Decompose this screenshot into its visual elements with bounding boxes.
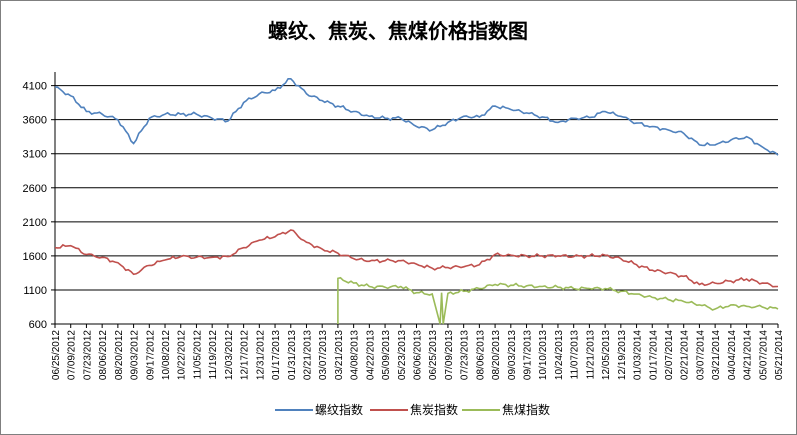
x-tick-label: 12/05/2013: [601, 330, 612, 380]
y-tick-label: 3100: [23, 149, 47, 161]
x-tick-label: 10/22/2012: [177, 330, 188, 380]
axes: [54, 72, 778, 325]
x-tick-label: 11/21/2013: [585, 330, 596, 380]
y-tick-label: 600: [29, 319, 47, 331]
x-tick-label: 01/31/2013: [287, 330, 298, 380]
x-tick-label: 08/06/2012: [98, 330, 109, 380]
x-tick-label: 05/23/2013: [397, 330, 408, 380]
y-axis-ticks: 4100 3600 3100 2600 2100 1600 1100 600: [23, 81, 55, 331]
x-tick-label: 08/06/2013: [475, 330, 486, 380]
x-tick-label: 09/17/2012: [145, 330, 156, 380]
legend-label: 焦炭指数: [410, 402, 458, 417]
gridlines: [55, 85, 778, 325]
y-tick-label: 1600: [23, 251, 47, 263]
x-tick-label: 12/03/2012: [224, 330, 235, 380]
x-tick-label: 03/07/2014: [695, 330, 706, 380]
x-tick-label: 10/10/2013: [538, 330, 549, 380]
x-tick-label: 05/21/2014: [774, 330, 785, 380]
x-tick-label: 06/25/2012: [51, 330, 62, 380]
series-line: [54, 78, 779, 156]
x-tick-label: 01/17/2013: [271, 330, 282, 380]
x-tick-label: 02/21/2014: [680, 330, 691, 380]
chart-title: 螺纹、焦炭、焦煤价格指数图: [268, 19, 528, 43]
y-tick-label: 1100: [23, 285, 47, 297]
x-tick-label: 04/04/2014: [727, 330, 738, 380]
x-tick-label: 06/25/2013: [428, 330, 439, 380]
x-tick-label: 03/21/2013: [334, 330, 345, 380]
x-tick-label: 09/03/2012: [130, 330, 141, 380]
series-lines: [54, 78, 779, 325]
y-tick-label: 2100: [23, 217, 47, 229]
x-tick-label: 12/17/2012: [240, 330, 251, 380]
x-tick-label: 04/08/2013: [350, 330, 361, 380]
x-tick-label: 11/07/2013: [570, 330, 581, 380]
x-tick-label: 03/07/2013: [318, 330, 329, 380]
x-tick-label: 06/06/2013: [413, 330, 424, 380]
y-tick-label: 2600: [23, 183, 47, 195]
x-tick-label: 08/20/2013: [491, 330, 502, 380]
x-tick-label: 10/08/2012: [161, 330, 172, 380]
x-tick-label: 05/09/2013: [381, 330, 392, 380]
x-tick-label: 07/09/2012: [67, 330, 78, 380]
x-tick-label: 05/07/2014: [758, 330, 769, 380]
x-tick-label: 02/07/2014: [664, 330, 675, 380]
y-tick-label: 3600: [23, 115, 47, 127]
x-tick-label: 09/17/2013: [523, 330, 534, 380]
x-tick-label: 11/05/2012: [192, 330, 203, 380]
x-tick-label: 07/23/2013: [460, 330, 471, 380]
x-tick-label: 04/22/2013: [365, 330, 376, 380]
x-tick-label: 01/17/2014: [648, 330, 659, 380]
x-tick-label: 12/19/2013: [617, 330, 628, 380]
series-line: [337, 276, 779, 325]
x-tick-label: 09/03/2013: [507, 330, 518, 380]
x-tick-label: 04/21/2014: [743, 330, 754, 380]
x-tick-label: 03/21/2014: [711, 330, 722, 380]
series-line: [54, 229, 779, 288]
x-tick-label: 02/21/2013: [302, 330, 313, 380]
legend-label: 螺纹指数: [315, 402, 363, 417]
legend: 螺纹指数 焦炭指数 焦煤指数: [275, 402, 550, 417]
x-tick-label: 08/20/2012: [114, 330, 125, 380]
x-tick-label: 12/31/2012: [255, 330, 266, 380]
x-tick-label: 10/24/2013: [554, 330, 565, 380]
y-tick-label: 4100: [23, 81, 47, 93]
x-tick-label: 01/03/2014: [633, 330, 644, 380]
x-tick-label: 07/09/2013: [444, 330, 455, 380]
x-axis-ticks: 06/25/2012 07/09/2012 07/23/2012 08/06/2012…: [51, 324, 785, 380]
legend-label: 焦煤指数: [502, 402, 550, 417]
x-tick-label: 11/19/2012: [208, 330, 219, 380]
x-tick-label: 07/23/2012: [82, 330, 93, 380]
